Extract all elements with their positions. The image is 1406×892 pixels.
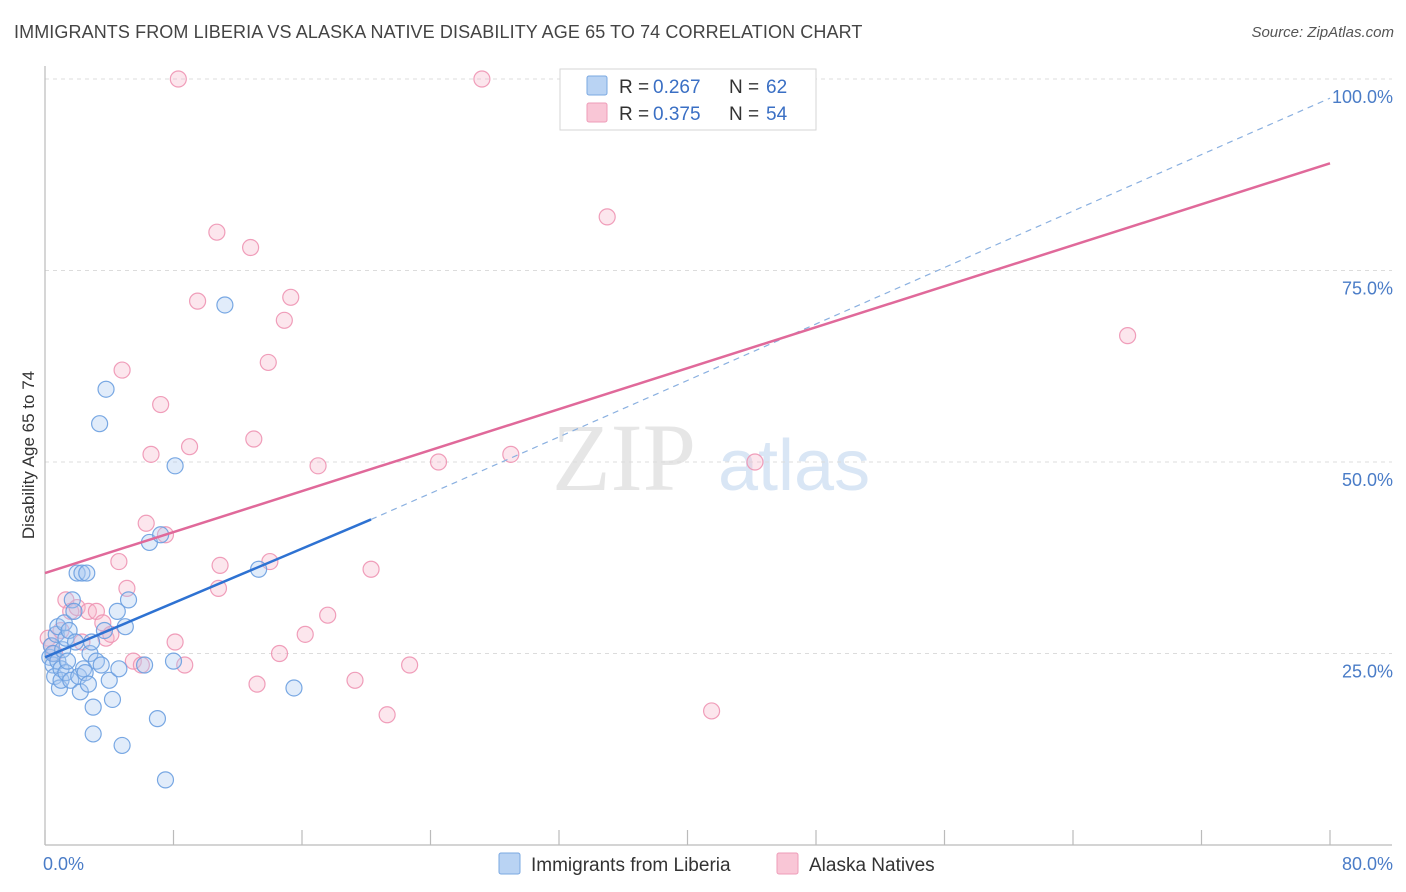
point-alaska-natives	[188, 292, 207, 310]
tick-labels: 25.0% 50.0% 75.0% 100.0% 0.0% 80.0%	[43, 87, 1393, 874]
x-tick-label-max: 80.0%	[1342, 854, 1393, 874]
point-immigrants-from-liberia	[216, 296, 234, 314]
point-immigrants-from-liberia	[97, 380, 115, 398]
series-legend: Immigrants from Liberia Alaska Natives	[498, 852, 935, 876]
axes	[44, 66, 1392, 846]
point-immigrants-from-liberia	[164, 652, 183, 670]
point-immigrants-from-liberia	[110, 660, 128, 678]
gridlines	[45, 78, 1392, 654]
point-alaska-natives	[137, 514, 155, 532]
legend-r-value-2: 0.375	[653, 104, 701, 125]
point-immigrants-from-liberia	[84, 725, 102, 743]
legend-n-label-1: N =	[729, 77, 759, 98]
point-immigrants-from-liberia	[65, 602, 83, 620]
point-alaska-natives	[180, 438, 199, 456]
legend-swatch-pink	[586, 102, 608, 123]
point-immigrants-from-liberia	[79, 675, 97, 693]
point-alaska-natives	[598, 208, 616, 226]
watermark-zip: ZIP	[552, 404, 696, 511]
legend-r-value-1: 0.267	[653, 77, 701, 98]
point-alaska-natives	[242, 238, 260, 257]
point-immigrants-from-liberia	[92, 656, 110, 674]
point-alaska-natives	[208, 223, 226, 241]
trend-lines	[44, 97, 1331, 659]
y-tick-label: 75.0%	[1342, 279, 1393, 299]
point-immigrants-from-liberia	[108, 602, 126, 620]
watermark-atlas: atlas	[718, 426, 870, 506]
point-immigrants-from-liberia	[91, 415, 109, 433]
legend-n-label-2: N =	[729, 104, 759, 125]
bottom-legend-label-pink: Alaska Natives	[809, 855, 935, 876]
point-alaska-natives	[275, 311, 293, 329]
point-alaska-natives	[245, 430, 263, 448]
legend-n-value-1: 62	[766, 77, 787, 98]
point-alaska-natives	[309, 457, 327, 475]
point-alaska-natives	[319, 606, 337, 624]
point-alaska-natives	[362, 560, 380, 578]
point-immigrants-from-liberia	[103, 690, 122, 709]
point-alaska-natives	[746, 453, 764, 471]
point-alaska-natives	[282, 288, 300, 306]
bottom-legend-swatch-pink	[776, 852, 799, 875]
point-alaska-natives	[248, 675, 266, 693]
point-immigrants-from-liberia	[73, 564, 91, 582]
trend-line-liberia-extension	[370, 97, 1331, 520]
point-alaska-natives	[270, 644, 289, 663]
point-alaska-natives	[401, 656, 419, 674]
x-tick-label-min: 0.0%	[43, 854, 84, 874]
point-alaska-natives	[124, 652, 142, 670]
point-immigrants-from-liberia	[285, 679, 303, 697]
legend-swatch-blue	[586, 75, 608, 96]
point-immigrants-from-liberia	[58, 652, 77, 670]
bottom-legend-label-blue: Immigrants from Liberia	[531, 855, 731, 876]
point-alaska-natives	[346, 671, 364, 689]
legend-n-value-2: 54	[766, 104, 788, 125]
point-alaska-natives	[296, 625, 314, 643]
point-alaska-natives	[169, 70, 187, 88]
source-credit: Source: ZipAtlas.com	[1251, 24, 1394, 41]
bottom-legend-swatch-blue	[498, 852, 521, 875]
point-alaska-natives	[110, 552, 128, 571]
point-immigrants-from-liberia	[84, 698, 102, 716]
point-immigrants-from-liberia	[119, 591, 138, 609]
legend-r-label-1: R =	[619, 77, 649, 98]
y-tick-label: 50.0%	[1342, 470, 1393, 490]
point-alaska-natives	[1119, 327, 1137, 345]
point-alaska-natives	[702, 702, 721, 720]
point-immigrants-from-liberia	[166, 457, 184, 475]
y-axis-label: Disability Age 65 to 74	[19, 371, 38, 539]
point-alaska-natives	[211, 556, 229, 575]
point-immigrants-from-liberia	[100, 671, 118, 689]
point-alaska-natives	[502, 445, 520, 463]
point-immigrants-from-liberia	[135, 656, 154, 674]
point-immigrants-from-liberia	[78, 564, 96, 582]
trend-line-alaska-natives	[44, 162, 1331, 575]
point-immigrants-from-liberia	[62, 671, 80, 689]
point-alaska-natives	[473, 70, 491, 88]
point-alaska-natives	[176, 656, 194, 674]
point-alaska-natives	[113, 361, 131, 379]
legend-r-label-2: R =	[619, 104, 649, 125]
series-alaska-natives	[39, 70, 1137, 724]
point-alaska-natives	[142, 445, 160, 463]
point-alaska-natives	[259, 353, 277, 372]
point-alaska-natives	[429, 453, 448, 471]
y-tick-label: 25.0%	[1342, 662, 1393, 682]
chart-title: IMMIGRANTS FROM LIBERIA VS ALASKA NATIVE…	[14, 22, 863, 42]
y-tick-label: 100.0%	[1332, 87, 1393, 107]
point-immigrants-from-liberia	[148, 710, 167, 728]
point-immigrants-from-liberia	[156, 771, 175, 789]
point-alaska-natives	[152, 395, 170, 414]
point-immigrants-from-liberia	[68, 564, 86, 582]
series-immigrants-from-liberia	[41, 296, 303, 789]
point-immigrants-from-liberia	[113, 736, 131, 755]
correlation-legend: R = 0.267 N = 62 R = 0.375 N = 54	[559, 68, 817, 131]
point-alaska-natives	[378, 706, 396, 724]
trend-line-liberia	[44, 518, 372, 659]
point-alaska-natives	[166, 633, 184, 651]
